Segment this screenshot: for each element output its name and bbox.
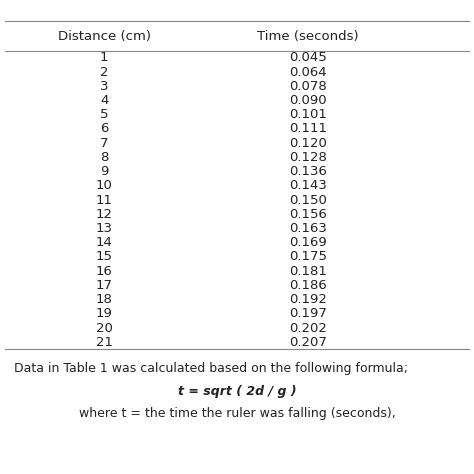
- Text: 15: 15: [96, 250, 113, 264]
- Text: 0.186: 0.186: [289, 279, 327, 292]
- Text: Distance (cm): Distance (cm): [58, 29, 151, 43]
- Text: 9: 9: [100, 165, 109, 178]
- Text: 18: 18: [96, 293, 113, 306]
- Text: 0.156: 0.156: [289, 208, 327, 221]
- Text: 12: 12: [96, 208, 113, 221]
- Text: 10: 10: [96, 179, 113, 192]
- Text: 0.169: 0.169: [289, 236, 327, 249]
- Text: 14: 14: [96, 236, 113, 249]
- Text: 0.197: 0.197: [289, 307, 327, 320]
- Text: 0.078: 0.078: [289, 80, 327, 93]
- Text: 16: 16: [96, 264, 113, 278]
- Text: Time (seconds): Time (seconds): [257, 29, 359, 43]
- Text: 0.136: 0.136: [289, 165, 327, 178]
- Text: 0.150: 0.150: [289, 193, 327, 207]
- Text: 0.175: 0.175: [289, 250, 327, 264]
- Text: t = sqrt ( 2d / g ): t = sqrt ( 2d / g ): [178, 384, 296, 398]
- Text: 7: 7: [100, 137, 109, 150]
- Text: 0.128: 0.128: [289, 151, 327, 164]
- Text: 0.090: 0.090: [289, 94, 327, 107]
- Text: 20: 20: [96, 321, 113, 335]
- Text: 0.111: 0.111: [289, 122, 327, 136]
- Text: 0.064: 0.064: [289, 65, 327, 79]
- Text: 0.163: 0.163: [289, 222, 327, 235]
- Text: 0.181: 0.181: [289, 264, 327, 278]
- Text: 1: 1: [100, 51, 109, 64]
- Text: 0.120: 0.120: [289, 137, 327, 150]
- Text: 19: 19: [96, 307, 113, 320]
- Text: 0.207: 0.207: [289, 336, 327, 349]
- Text: where t = the time the ruler was falling (seconds),: where t = the time the ruler was falling…: [79, 407, 395, 420]
- Text: 0.101: 0.101: [289, 108, 327, 121]
- Text: 2: 2: [100, 65, 109, 79]
- Text: 3: 3: [100, 80, 109, 93]
- Text: 17: 17: [96, 279, 113, 292]
- Text: 0.143: 0.143: [289, 179, 327, 192]
- Text: 21: 21: [96, 336, 113, 349]
- Text: 13: 13: [96, 222, 113, 235]
- Text: 0.045: 0.045: [289, 51, 327, 64]
- Text: 0.192: 0.192: [289, 293, 327, 306]
- Text: 0.202: 0.202: [289, 321, 327, 335]
- Text: 11: 11: [96, 193, 113, 207]
- Text: Data in Table 1 was calculated based on the following formula;: Data in Table 1 was calculated based on …: [14, 362, 408, 375]
- Text: 5: 5: [100, 108, 109, 121]
- Text: 4: 4: [100, 94, 109, 107]
- Text: 6: 6: [100, 122, 109, 136]
- Text: 8: 8: [100, 151, 109, 164]
